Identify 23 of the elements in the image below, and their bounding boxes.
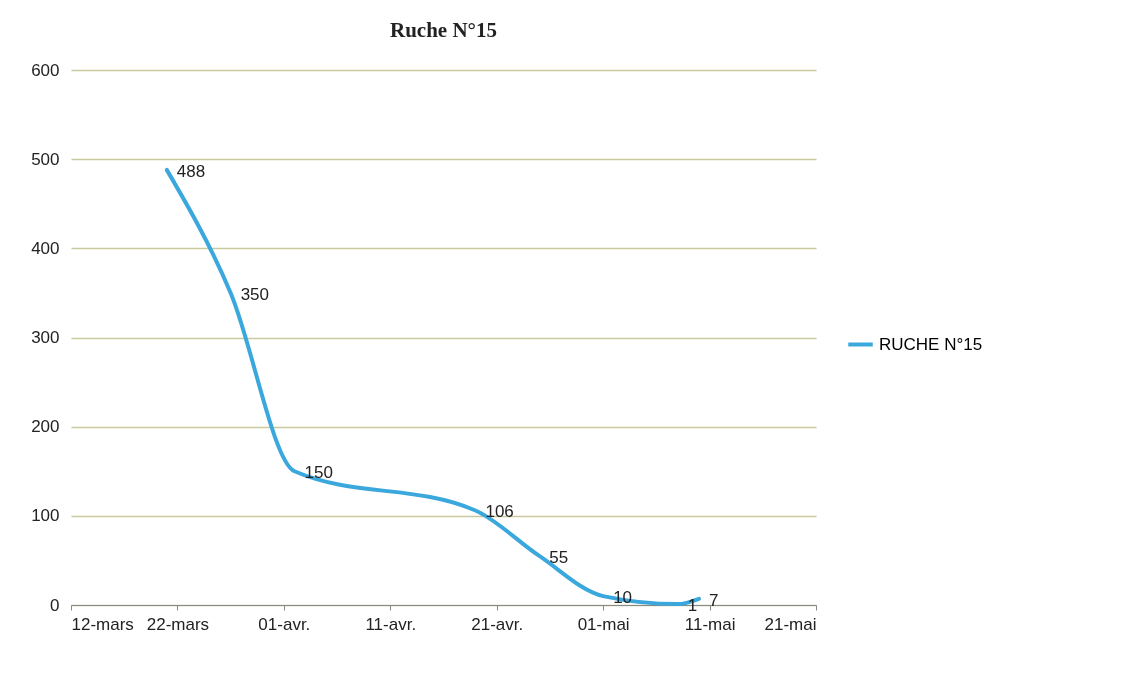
x-tick-label: 21-avr. — [471, 614, 524, 634]
y-tick-label: 600 — [31, 60, 60, 80]
data-label: 350 — [240, 284, 270, 304]
data-label: 55 — [549, 547, 569, 567]
y-tick-label: 100 — [31, 506, 60, 526]
y-tick-label: 200 — [31, 417, 60, 437]
legend-label: RUCHE N°15 — [879, 334, 983, 354]
data-label: 106 — [485, 502, 514, 522]
y-tick-label: 300 — [31, 328, 60, 347]
x-tick-label: 11-avr. — [365, 614, 417, 634]
chart-title: Ruche N°15 — [390, 18, 497, 42]
data-label: 7 — [708, 590, 719, 610]
data-label: 488 — [176, 161, 206, 181]
y-tick-label: 400 — [31, 238, 60, 258]
y-tick-label: 0 — [50, 595, 60, 615]
x-tick-label: 12-mars — [71, 614, 134, 634]
x-tick-label: 21-mai — [764, 614, 817, 634]
x-tick-label: 01-mai — [577, 614, 630, 634]
x-tick-label: 11-mai — [684, 614, 736, 634]
y-tick-label: 500 — [31, 149, 60, 169]
x-tick-label: 01-avr. — [258, 614, 311, 634]
data-label: 150 — [304, 463, 333, 483]
x-tick-label: 22-mars — [146, 614, 210, 634]
